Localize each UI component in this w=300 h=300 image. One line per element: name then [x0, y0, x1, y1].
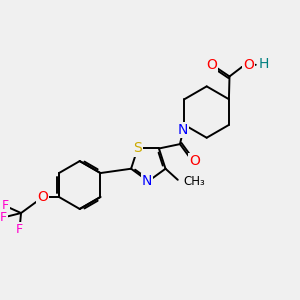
- Text: O: O: [189, 154, 200, 168]
- Text: N: N: [142, 174, 152, 188]
- Text: F: F: [2, 199, 9, 212]
- Text: O: O: [243, 58, 254, 72]
- Text: F: F: [0, 211, 7, 224]
- Text: F: F: [16, 223, 23, 236]
- Text: O: O: [206, 58, 217, 72]
- Text: H: H: [259, 57, 269, 70]
- Text: O: O: [38, 190, 48, 204]
- Text: S: S: [133, 142, 142, 155]
- Text: N: N: [178, 123, 188, 137]
- Text: CH₃: CH₃: [183, 175, 205, 188]
